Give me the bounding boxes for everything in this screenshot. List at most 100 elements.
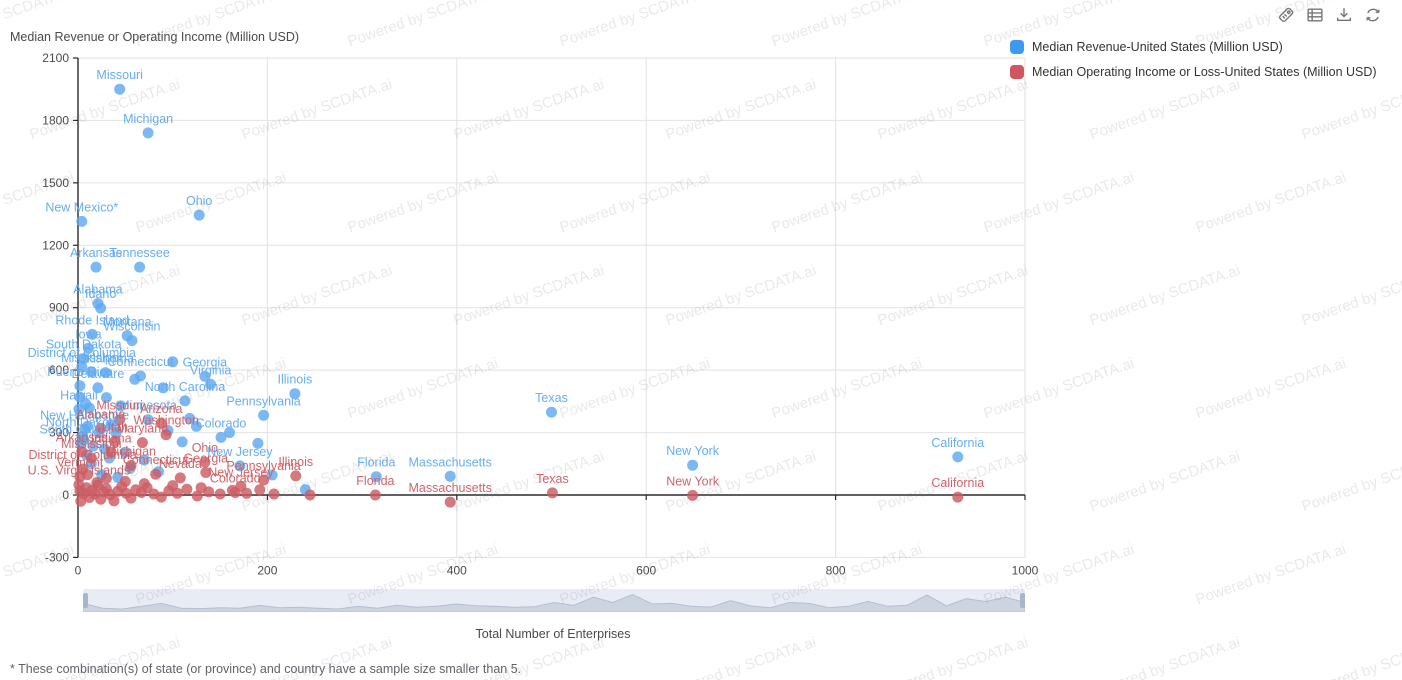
scatter-point-revenue[interactable]	[82, 342, 94, 354]
scatter-point-revenue[interactable]	[142, 414, 154, 426]
scatter-point-opincome[interactable]	[85, 452, 97, 464]
scatter-point-revenue[interactable]	[126, 335, 138, 347]
scatter-point-opincome[interactable]	[290, 470, 302, 482]
scatter-point-opincome[interactable]	[687, 489, 699, 501]
scatter-point-opincome[interactable]	[150, 468, 162, 480]
scatter-point-revenue[interactable]	[87, 440, 99, 452]
scatter-point-revenue[interactable]	[190, 420, 202, 432]
scatter-point-revenue[interactable]	[215, 431, 227, 443]
scatter-point-revenue[interactable]	[266, 469, 278, 481]
point-label: Iowa	[75, 327, 101, 341]
scatter-point-revenue[interactable]	[224, 427, 235, 439]
scatter-point-opincome[interactable]	[91, 477, 103, 488]
scatter-point-revenue[interactable]	[252, 437, 264, 449]
scatter-point-revenue[interactable]	[100, 392, 112, 404]
scatter-point-opincome[interactable]	[174, 472, 186, 484]
x-tick-label: 200	[257, 563, 277, 577]
scatter-point-revenue[interactable]	[100, 367, 111, 379]
scatter-point-revenue[interactable]	[78, 434, 90, 446]
slider-handle-left[interactable]	[83, 593, 88, 608]
scatter-point-opincome[interactable]	[258, 474, 270, 486]
scatter-point-opincome[interactable]	[952, 491, 964, 503]
scatter-point-opincome[interactable]	[214, 488, 226, 500]
scatter-point-opincome[interactable]	[82, 469, 93, 481]
scatter-point-opincome[interactable]	[195, 482, 207, 494]
scatter-point-revenue[interactable]	[129, 373, 141, 385]
legend-item-1[interactable]: Median Operating Income or Loss-United S…	[1010, 65, 1377, 79]
scatter-point-revenue[interactable]	[119, 446, 131, 458]
scatter-point-revenue[interactable]	[115, 400, 127, 412]
scatter-point-opincome[interactable]	[109, 435, 121, 447]
refresh-icon[interactable]	[1364, 6, 1382, 24]
scatter-point-revenue[interactable]	[258, 409, 270, 421]
scatter-point-opincome[interactable]	[155, 417, 167, 429]
scatter-point-opincome[interactable]	[254, 484, 266, 496]
scatter-point-revenue[interactable]	[114, 83, 126, 95]
scatter-point-revenue[interactable]	[105, 419, 117, 431]
scatter-point-revenue[interactable]	[83, 402, 95, 414]
scatter-point-revenue[interactable]	[444, 470, 456, 482]
scatter-point-revenue[interactable]	[687, 459, 699, 471]
scatter-point-revenue[interactable]	[142, 127, 154, 139]
scatter-point-revenue[interactable]	[184, 412, 196, 424]
scatter-point-revenue[interactable]	[85, 366, 97, 378]
scatter-point-revenue[interactable]	[176, 436, 188, 448]
scatter-point-opincome[interactable]	[191, 490, 203, 502]
point-label: Texas	[535, 391, 568, 405]
scatter-point-revenue[interactable]	[95, 302, 107, 314]
scatter-point-revenue[interactable]	[370, 471, 382, 483]
scatter-point-opincome[interactable]	[369, 489, 381, 501]
scatter-point-opincome[interactable]	[95, 422, 107, 434]
scatter-point-opincome[interactable]	[114, 414, 126, 426]
scatter-point-opincome[interactable]	[76, 446, 88, 458]
scatter-point-revenue[interactable]	[193, 209, 205, 221]
scatter-point-revenue[interactable]	[179, 395, 191, 407]
scatter-point-opincome[interactable]	[200, 467, 212, 478]
scatter-point-opincome[interactable]	[444, 496, 456, 508]
scatter-point-revenue[interactable]	[234, 460, 246, 472]
scatter-point-opincome[interactable]	[268, 488, 280, 500]
scatter-point-revenue[interactable]	[86, 328, 98, 340]
scatter-point-opincome[interactable]	[304, 489, 316, 501]
scatter-point-opincome[interactable]	[181, 483, 193, 495]
scatter-point-revenue[interactable]	[110, 427, 122, 439]
scatter-point-revenue[interactable]	[546, 406, 557, 418]
scatter-point-opincome[interactable]	[125, 460, 137, 471]
scatter-point-opincome[interactable]	[226, 484, 238, 496]
scatter-point-revenue[interactable]	[138, 454, 150, 466]
scatter-point-opincome[interactable]	[241, 487, 253, 499]
scatter-point-revenue[interactable]	[90, 261, 102, 273]
scatter-point-opincome[interactable]	[119, 476, 131, 487]
scatter-point-revenue[interactable]	[92, 382, 104, 394]
scatter-point-opincome[interactable]	[125, 492, 137, 504]
download-icon[interactable]	[1335, 6, 1353, 24]
scatter-point-revenue[interactable]	[74, 380, 86, 392]
scatter-point-revenue[interactable]	[134, 261, 146, 273]
scatter-point-revenue[interactable]	[76, 215, 88, 227]
scatter-point-revenue[interactable]	[205, 378, 217, 390]
point-label: Oklahoma	[77, 352, 134, 366]
scatter-point-revenue[interactable]	[952, 451, 964, 463]
scatter-point-revenue[interactable]	[289, 388, 301, 400]
slider-handle-right[interactable]	[1020, 593, 1025, 608]
scatter-point-revenue[interactable]	[167, 356, 179, 368]
scatter-point-revenue[interactable]	[76, 361, 88, 373]
scatter-point-opincome[interactable]	[546, 487, 558, 499]
scatter-point-opincome[interactable]	[136, 437, 148, 449]
scatter-point-opincome[interactable]	[199, 456, 211, 468]
data-view-icon[interactable]	[1306, 6, 1324, 24]
scatter-point-opincome[interactable]	[167, 480, 179, 492]
scatter-point-revenue[interactable]	[78, 353, 90, 365]
scatter-point-opincome[interactable]	[100, 472, 112, 484]
legend-item-0[interactable]: Median Revenue-United States (Million US…	[1010, 40, 1377, 54]
scatter-point-opincome[interactable]	[160, 429, 172, 441]
scatter-point-opincome[interactable]	[105, 446, 117, 458]
datazoom-slider[interactable]	[83, 589, 1025, 612]
scatter-point-opincome[interactable]	[138, 478, 150, 490]
scatter-point-revenue[interactable]	[82, 420, 93, 432]
scatter-point-revenue[interactable]	[199, 370, 211, 382]
scatter-point-revenue[interactable]	[157, 382, 169, 394]
mark-tag-icon[interactable]	[1277, 6, 1295, 24]
scatter-point-opincome[interactable]	[108, 495, 120, 507]
scatter-point-opincome[interactable]	[155, 491, 167, 503]
